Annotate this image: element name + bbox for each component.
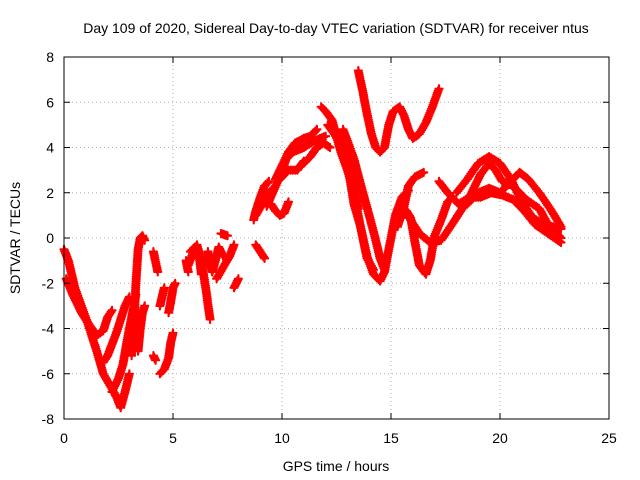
series-s11-markers — [164, 278, 180, 318]
y-tick-label: 8 — [46, 49, 54, 65]
y-tick-label: -8 — [42, 411, 55, 427]
series-s29-markers — [334, 129, 363, 214]
x-tick-label: 20 — [492, 430, 508, 446]
y-axis-label: SDTVAR / TECUs — [7, 182, 23, 294]
series-s36-markers — [451, 152, 566, 234]
series-s7-markers — [148, 247, 163, 277]
y-tick-label: -4 — [42, 321, 55, 337]
series-s8-markers — [148, 351, 161, 365]
series-s15-markers — [203, 242, 228, 277]
x-tick-label: 0 — [60, 430, 68, 446]
series-s26-markers — [299, 138, 335, 168]
axis-ticks: 0 5 10 15 20 25 -8 -6 -4 -2 0 2 4 6 8 — [42, 49, 617, 446]
series-s3-markers — [98, 292, 134, 367]
series-s25-markers — [273, 131, 331, 186]
series-s30-markers — [338, 124, 390, 275]
x-axis-label: GPS time / hours — [283, 458, 390, 474]
x-tick-label: 10 — [274, 430, 290, 446]
y-tick-label: 2 — [46, 185, 54, 201]
series-s6-markers — [133, 301, 150, 356]
y-tick-label: 6 — [46, 94, 54, 110]
y-tick-label: -6 — [42, 366, 55, 382]
series-s10-markers — [155, 328, 178, 379]
series-s37-markers — [462, 167, 566, 232]
y-tick-label: -2 — [42, 275, 55, 291]
series-s31-markers — [353, 66, 444, 157]
x-tick-label: 15 — [383, 430, 399, 446]
series-s9-markers — [155, 283, 169, 311]
series-s14-markers — [183, 240, 215, 324]
series-s5-markers — [127, 231, 150, 361]
chart-title: Day 109 of 2020, Sidereal Day-to-day VTE… — [83, 20, 589, 36]
x-tick-label: 5 — [169, 430, 177, 446]
series-s2-markers — [61, 274, 117, 340]
y-tick-label: 0 — [46, 230, 54, 246]
series-s18-markers — [229, 274, 243, 293]
data-series — [59, 66, 566, 413]
series-s16-markers — [212, 240, 239, 284]
x-tick-label: 25 — [601, 430, 617, 446]
series-s20-markers — [251, 240, 270, 263]
series-s17-markers — [216, 228, 233, 241]
y-tick-label: 4 — [46, 140, 54, 156]
